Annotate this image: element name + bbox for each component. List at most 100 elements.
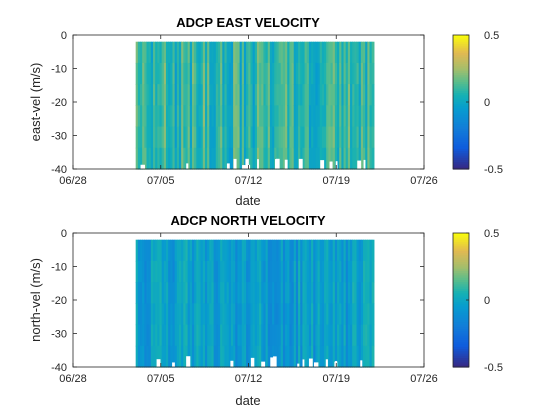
east-y-tick-label: -10	[51, 64, 67, 76]
north-heatmap-cell	[250, 260, 254, 283]
north-heatmap-cell	[220, 345, 223, 368]
east-heatmap-cell	[181, 105, 184, 128]
east-heatmap-cell	[204, 105, 208, 128]
east-heatmap-cell	[228, 147, 232, 170]
east-heatmap-cell	[146, 41, 150, 64]
north-heatmap-cell	[207, 239, 210, 262]
north-colorbar-segment	[453, 237, 469, 241]
east-heatmap-cell	[209, 126, 213, 149]
north-heatmap-cell	[267, 324, 271, 347]
east-heatmap-cell	[300, 105, 304, 128]
north-heatmap-cell	[215, 239, 219, 262]
north-heatmap-cell	[291, 324, 295, 347]
east-heatmap-cell	[243, 105, 247, 128]
north-heatmap-cell	[170, 260, 174, 283]
east-heatmap-cell	[189, 84, 193, 106]
east-heatmap-cell	[330, 62, 334, 85]
north-heatmap-cell	[254, 324, 258, 347]
east-heatmap-cell	[191, 105, 195, 128]
east-heatmap-cell	[350, 105, 353, 128]
east-heatmap-cell	[313, 105, 316, 128]
north-heatmap-cell	[326, 303, 329, 326]
north-heatmap-cell	[198, 345, 202, 368]
north-colorbar	[453, 233, 469, 368]
north-heatmap-cell	[135, 239, 139, 262]
east-colorbar-segment	[453, 131, 469, 134]
north-heatmap-cell	[246, 303, 249, 326]
east-heatmap-cell	[356, 147, 360, 170]
north-heatmap-cell	[261, 303, 265, 326]
east-x-ticks: 06/28 07/05 07/12 07/19 07/26	[59, 35, 438, 187]
north-heatmap-cell	[176, 303, 180, 326]
north-heatmap-cell	[347, 239, 351, 262]
east-heatmap-cell	[194, 126, 197, 149]
north-heatmap-cell	[196, 345, 200, 368]
north-colorbar-segment	[453, 304, 469, 308]
north-heatmap-cell	[220, 260, 223, 283]
east-heatmap-cell	[176, 41, 180, 64]
east-colorbar-segment	[453, 164, 469, 168]
east-missing-data-gap	[363, 159, 366, 169]
north-heatmap-cell	[250, 282, 254, 304]
north-heatmap-cell	[324, 282, 327, 304]
north-heatmap-cell	[159, 282, 163, 304]
north-heatmap-cell	[300, 260, 304, 283]
east-heatmap-cell	[267, 126, 271, 149]
east-heatmap-cell	[289, 41, 293, 64]
east-heatmap-cell	[356, 41, 360, 64]
east-heatmap-cell	[295, 84, 299, 106]
east-heatmap-cell	[187, 84, 191, 106]
east-heatmap-cell	[265, 84, 269, 106]
north-heatmap-cell	[202, 303, 206, 326]
east-heatmap-cell	[350, 147, 353, 170]
east-heatmap-cell	[317, 105, 321, 128]
east-heatmap-cell	[239, 126, 243, 149]
east-heatmap-cell	[263, 41, 267, 64]
north-heatmap-cell	[326, 345, 329, 368]
north-heatmap-cell	[302, 303, 306, 326]
east-heatmap-cell	[302, 126, 306, 149]
north-heatmap-cell	[272, 260, 275, 283]
east-heatmap-cell	[209, 41, 213, 64]
east-heatmap-cell	[243, 62, 247, 85]
north-heatmap-cell	[337, 239, 340, 262]
north-heatmap-cell	[140, 282, 143, 304]
east-heatmap-cell	[352, 126, 355, 149]
north-heatmap-cell	[181, 260, 184, 283]
east-heatmap-cell	[165, 62, 169, 85]
north-heatmap-cell	[289, 303, 293, 326]
east-heatmap-cell	[235, 41, 239, 64]
east-heatmap-cell	[345, 147, 349, 170]
east-colorbar-segment	[453, 50, 469, 54]
east-heatmap-cell	[198, 41, 202, 64]
east-heatmap-cell	[172, 105, 176, 128]
north-y-tick-label: -10	[51, 262, 67, 274]
north-heatmap-cell	[371, 260, 375, 283]
north-heatmap-cell	[302, 239, 306, 262]
north-colorbar-segment	[453, 349, 469, 352]
east-heatmap-cell	[176, 62, 180, 85]
north-heatmap-cell	[259, 345, 262, 368]
north-colorbar-segment	[453, 277, 469, 281]
east-heatmap-cell	[365, 126, 368, 149]
north-heatmap-cell	[319, 324, 323, 347]
north-heatmap-cell	[209, 239, 213, 262]
north-heatmap-cell	[254, 282, 258, 304]
east-heatmap-cell	[233, 41, 236, 64]
north-heatmap-cell	[304, 282, 308, 304]
north-heatmap-cell	[252, 260, 256, 283]
east-heatmap-cell	[222, 84, 226, 106]
north-heatmap-cell	[363, 239, 366, 262]
north-heatmap-cell	[341, 260, 345, 283]
north-heatmap-cell	[321, 345, 325, 368]
east-heatmap-cell	[306, 105, 310, 128]
north-heatmap-cell	[213, 239, 217, 262]
north-heatmap-cell	[371, 239, 375, 262]
north-heatmap-cell	[287, 260, 291, 283]
east-heatmap-cell	[252, 126, 256, 149]
east-heatmap-cell	[140, 105, 143, 128]
north-heatmap-cell	[198, 239, 202, 262]
north-heatmap-cell	[215, 282, 219, 304]
east-heatmap-cell	[352, 84, 355, 106]
east-heatmap-cell	[144, 41, 148, 64]
